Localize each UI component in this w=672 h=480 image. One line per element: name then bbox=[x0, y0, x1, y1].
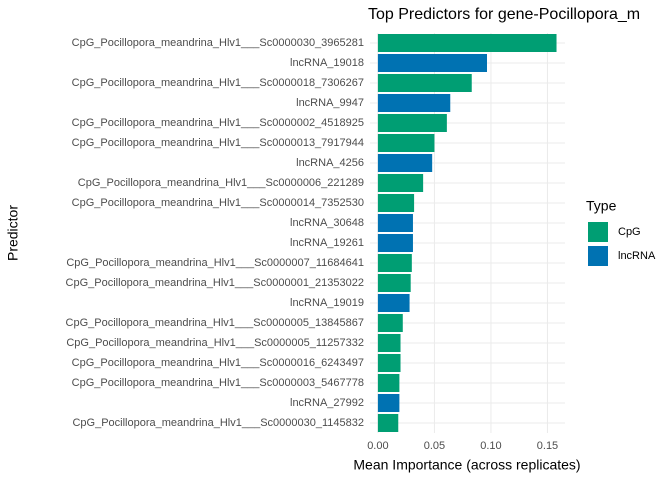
bar bbox=[377, 34, 557, 52]
x-tick-label: 0.05 bbox=[424, 440, 445, 452]
y-tick-label: CpG_Pocillopora_meandrina_Hlv1___Sc00000… bbox=[72, 197, 364, 209]
y-tick-label: CpG_Pocillopora_meandrina_Hlv1___Sc00000… bbox=[66, 257, 364, 269]
bar bbox=[377, 134, 435, 152]
legend-title: Type bbox=[586, 198, 617, 214]
x-tick-label: 0.15 bbox=[537, 440, 558, 452]
bar bbox=[377, 274, 411, 292]
y-tick-label: CpG_Pocillopora_meandrina_Hlv1___Sc00000… bbox=[72, 77, 364, 89]
y-tick-label: CpG_Pocillopora_meandrina_Hlv1___Sc00000… bbox=[72, 357, 364, 369]
bar bbox=[377, 174, 424, 192]
bar bbox=[377, 54, 487, 72]
y-tick-label: lncRNA_30648 bbox=[290, 217, 364, 229]
legend-key bbox=[588, 222, 608, 242]
bar bbox=[377, 374, 400, 392]
x-tick-label: 0.00 bbox=[367, 440, 388, 452]
legend-label: lncRNA bbox=[618, 250, 656, 262]
bar bbox=[377, 194, 415, 212]
y-tick-label: CpG_Pocillopora_meandrina_Hlv1___Sc00000… bbox=[66, 337, 364, 349]
chart-title: Top Predictors for gene-Pocillopora_m bbox=[368, 6, 640, 23]
x-axis-title: Mean Importance (across replicates) bbox=[353, 457, 580, 473]
y-tick-label: lncRNA_9947 bbox=[296, 97, 364, 109]
y-tick-label: CpG_Pocillopora_meandrina_Hlv1___Sc00000… bbox=[72, 377, 364, 389]
bar bbox=[377, 234, 413, 252]
bar bbox=[377, 314, 403, 332]
y-tick-label: CpG_Pocillopora_meandrina_Hlv1___Sc00000… bbox=[72, 137, 364, 149]
bar bbox=[377, 74, 472, 92]
bar bbox=[377, 354, 401, 372]
y-tick-label: CpG_Pocillopora_meandrina_Hlv1___Sc00000… bbox=[72, 117, 364, 129]
bar bbox=[377, 154, 433, 172]
bar bbox=[377, 414, 399, 432]
legend-key bbox=[588, 246, 608, 266]
x-tick-label: 0.10 bbox=[480, 440, 501, 452]
y-tick-label: CpG_Pocillopora_meandrina_Hlv1___Sc00000… bbox=[72, 417, 364, 429]
bar bbox=[377, 294, 410, 312]
bar bbox=[377, 394, 400, 412]
bar bbox=[377, 94, 451, 112]
y-tick-label: lncRNA_4256 bbox=[296, 157, 364, 169]
y-tick-label: CpG_Pocillopora_meandrina_Hlv1___Sc00000… bbox=[78, 177, 364, 189]
y-axis-title: Predictor bbox=[5, 205, 21, 261]
y-tick-label: CpG_Pocillopora_meandrina_Hlv1___Sc00000… bbox=[66, 277, 364, 289]
bar bbox=[377, 334, 401, 352]
bar bbox=[377, 214, 413, 232]
bar bbox=[377, 254, 412, 272]
y-tick-label: lncRNA_27992 bbox=[290, 397, 364, 409]
legend-label: CpG bbox=[618, 226, 641, 238]
y-tick-label: CpG_Pocillopora_meandrina_Hlv1___Sc00000… bbox=[72, 37, 364, 49]
y-tick-label: lncRNA_19018 bbox=[290, 57, 364, 69]
y-tick-label: lncRNA_19261 bbox=[290, 237, 364, 249]
bar bbox=[377, 114, 447, 132]
y-tick-label: CpG_Pocillopora_meandrina_Hlv1___Sc00000… bbox=[66, 317, 364, 329]
y-tick-label: lncRNA_19019 bbox=[290, 297, 364, 309]
